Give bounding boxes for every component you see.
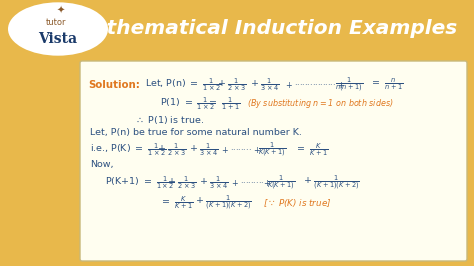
Ellipse shape [8, 2, 108, 56]
Text: $+$ $\frac{1}{(K+1)(K+2)}$: $+$ $\frac{1}{(K+1)(K+2)}$ [195, 193, 252, 213]
Text: Let, P(n) be true for some natural number K.: Let, P(n) be true for some natural numbe… [90, 128, 302, 138]
Text: $+$ $\frac{1}{(K+1)(K+2)}$: $+$ $\frac{1}{(K+1)(K+2)}$ [303, 173, 360, 193]
Text: (By substituting n$=$1 on both sides): (By substituting n$=$1 on both sides) [247, 98, 393, 110]
Text: $+$ $\frac{1}{2\times3}$: $+$ $\frac{1}{2\times3}$ [217, 77, 246, 93]
Text: P(K+1) $=$ $\frac{1}{1\times2}$: P(K+1) $=$ $\frac{1}{1\times2}$ [105, 174, 175, 192]
Text: $+$ $\frac{1}{2\times3}$: $+$ $\frac{1}{2\times3}$ [157, 142, 187, 159]
Text: P(1) $=$ $\frac{1}{1\times2}$: P(1) $=$ $\frac{1}{1\times2}$ [160, 95, 216, 113]
Text: i.e., P(K) $=$ $\frac{1}{1\times2}$: i.e., P(K) $=$ $\frac{1}{1\times2}$ [90, 142, 166, 159]
Text: $\therefore$ P(1) is true.: $\therefore$ P(1) is true. [135, 114, 204, 126]
Text: $=$ $\frac{1}{1+1}$: $=$ $\frac{1}{1+1}$ [207, 95, 240, 113]
Text: $\frac{1}{K(K+1)}$: $\frac{1}{K(K+1)}$ [267, 173, 295, 193]
Text: $=$ $\frac{n}{n+1}$: $=$ $\frac{n}{n+1}$ [370, 77, 403, 93]
Text: $+$ $\frac{1}{3\times4}$: $+$ $\frac{1}{3\times4}$ [250, 77, 280, 93]
Text: $+$ $\frac{1}{2\times3}$: $+$ $\frac{1}{2\times3}$ [167, 174, 197, 192]
Text: Let, P(n) $=$ $\frac{1}{1\times2}$: Let, P(n) $=$ $\frac{1}{1\times2}$ [145, 77, 221, 93]
Text: Now,: Now, [90, 160, 113, 169]
Text: $\frac{1}{n(n+1)}$: $\frac{1}{n(n+1)}$ [335, 75, 363, 95]
Text: $\frac{1}{K(K+1)}$: $\frac{1}{K(K+1)}$ [258, 140, 286, 160]
Text: Mathematical Induction Examples: Mathematical Induction Examples [73, 19, 457, 39]
Text: $=$ $\frac{K}{K+1}$: $=$ $\frac{K}{K+1}$ [160, 194, 193, 211]
Text: $+$ $\frac{1}{3\times4}$: $+$ $\frac{1}{3\times4}$ [189, 142, 219, 159]
Text: [$\because$ P(K) is true]: [$\because$ P(K) is true] [263, 197, 331, 209]
Text: tutor: tutor [46, 18, 66, 27]
Text: $+$ $\frac{1}{3\times4}$: $+$ $\frac{1}{3\times4}$ [199, 174, 228, 192]
Text: Vista: Vista [38, 32, 78, 47]
Text: $+$ ················ $+$: $+$ ················ $+$ [285, 80, 345, 90]
Text: $=$ $\frac{K}{K+1}$: $=$ $\frac{K}{K+1}$ [295, 142, 328, 159]
Text: ✦: ✦ [56, 5, 64, 15]
FancyBboxPatch shape [80, 61, 467, 261]
Text: $+$ ········ $+$: $+$ ········ $+$ [221, 145, 261, 155]
Text: $+$ ·········$+$: $+$ ·········$+$ [231, 178, 271, 188]
Text: Solution:: Solution: [88, 80, 140, 90]
